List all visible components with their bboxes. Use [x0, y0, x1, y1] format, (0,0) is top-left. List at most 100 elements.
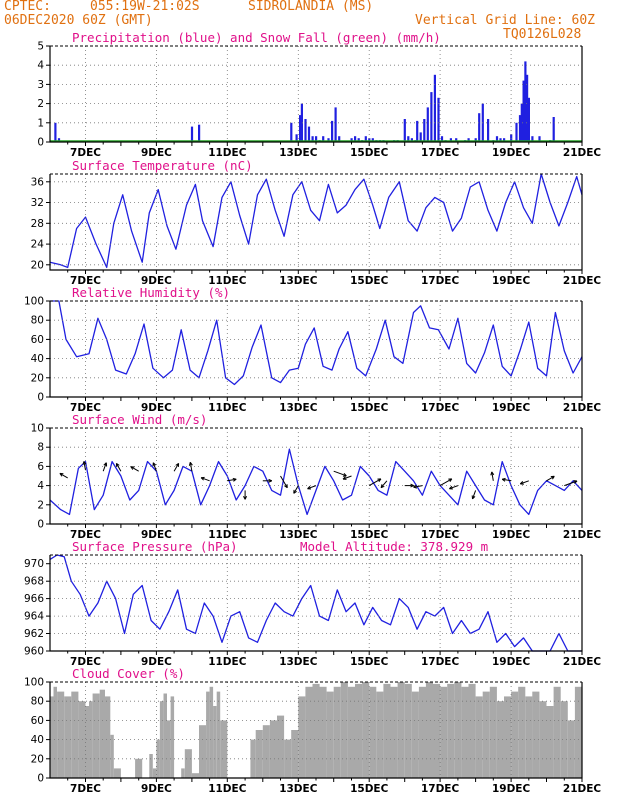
wind-vector [333, 470, 347, 477]
wind-vector [152, 462, 157, 472]
precip-bar [307, 126, 311, 142]
cloud-xtick-label: 15DEC [350, 783, 389, 795]
cloud-bar [64, 696, 72, 778]
wind-vector-head [130, 466, 134, 470]
header-location: SIDROLANDIA (MS) [248, 0, 374, 14]
cloud-bar [191, 773, 199, 778]
temp-ytick-label: 20 [31, 259, 44, 271]
cloud-xtick-label: 17DEC [421, 783, 460, 795]
precip-ytick-label: 5 [37, 41, 44, 53]
cloud-bar [170, 696, 175, 778]
wind-vector [380, 480, 388, 489]
precip-bar [338, 136, 341, 142]
cloud-bar [532, 691, 540, 778]
precip-bar [407, 136, 410, 142]
cloud-bar [78, 701, 86, 778]
wind-xtick-label: 7DEC [70, 529, 101, 541]
cloud-bar [57, 691, 65, 778]
wind-xtick-label: 15DEC [350, 529, 389, 541]
wind-vector [102, 462, 107, 472]
precip-bar [354, 136, 357, 142]
pressure-ytick-label: 960 [24, 646, 44, 658]
cloud-bar [574, 686, 582, 778]
precip-xtick-label: 9DEC [141, 147, 172, 159]
wind-frame [49, 428, 583, 525]
precip-bar [478, 113, 481, 142]
cloud-ytick-label: 60 [31, 715, 44, 727]
cloud-bar [213, 706, 217, 778]
cloud-xtick-label: 19DEC [492, 783, 531, 795]
temp-xtick-label: 13DEC [279, 275, 318, 287]
humidity-ytick-label: 20 [31, 372, 44, 384]
cloud-bar [199, 725, 207, 778]
cloud-bar [397, 682, 405, 778]
humidity-xtick-label: 11DEC [208, 402, 247, 414]
humidity-xtick-label: 17DEC [421, 402, 460, 414]
pressure-xtick-label: 13DEC [279, 656, 318, 668]
precip-bar [520, 103, 523, 142]
wind-vector [307, 485, 317, 490]
wind-vector [472, 490, 477, 500]
wind-vector-head [410, 483, 414, 487]
wind-vector [520, 480, 529, 485]
wind-ytick-label: 4 [37, 480, 44, 492]
header-date: 06DEC2020 60Z (GMT) [4, 13, 153, 28]
pressure-annotation: Model Altitude: 378.929 m [300, 539, 489, 554]
wind-xtick-label: 13DEC [279, 529, 318, 541]
cloud-xtick-label: 11DEC [208, 783, 247, 795]
wind-vector [368, 478, 382, 487]
precip-bar [419, 132, 422, 142]
cloud-bar [369, 686, 377, 778]
humidity-xtick-label: 7DEC [70, 402, 101, 414]
cloud-bar [152, 768, 157, 778]
cloud-bar [496, 701, 504, 778]
cloud-bar [511, 691, 519, 778]
wind-vector-head [59, 473, 63, 477]
wind-ytick-label: 0 [37, 519, 44, 531]
precip-bar [430, 92, 433, 142]
precip-bar [322, 136, 325, 142]
wind-ytick-label: 10 [31, 423, 44, 435]
precip-bar [527, 97, 530, 142]
cloud-bar [504, 696, 512, 778]
cloud-bar [298, 696, 306, 778]
precip-bar [524, 61, 527, 142]
cloud-bar [220, 720, 228, 778]
temp-ytick-label: 36 [31, 176, 45, 188]
wind-vector [342, 475, 352, 480]
precip-bar [426, 107, 429, 142]
precip-bar [495, 136, 499, 142]
cloud-bar [262, 725, 270, 778]
wind-vector-head [200, 477, 204, 481]
cloud-bar [489, 686, 497, 778]
cloud-bar [347, 686, 355, 778]
humidity-xtick-label: 15DEC [350, 402, 389, 414]
precip-ytick-label: 3 [37, 79, 44, 91]
wind-vector-head [501, 478, 506, 482]
cloud-bar [447, 683, 455, 778]
cloud-bar [404, 683, 412, 778]
cloud-bar [546, 706, 554, 778]
wind-title: Surface Wind (m/s) [72, 412, 208, 427]
precip-bar [474, 138, 477, 142]
temp-ytick-label: 28 [31, 218, 44, 230]
pressure-ytick-label: 968 [24, 576, 44, 588]
cloud-bar [461, 686, 469, 778]
precip-bar [410, 138, 413, 142]
cloud-bar [312, 683, 320, 778]
wind-vector [115, 463, 122, 472]
pressure-ytick-label: 962 [24, 628, 44, 640]
cloud-bar [305, 686, 313, 778]
wind-vector [502, 478, 512, 482]
cloud-bar [376, 691, 384, 778]
pressure-xtick-label: 9DEC [141, 656, 172, 668]
wind-ytick-label: 6 [37, 461, 44, 473]
wind-vector-head [268, 478, 273, 482]
temp-xtick-label: 7DEC [70, 275, 101, 287]
precip-xtick-label: 15DEC [350, 147, 389, 159]
cloud-bar [482, 691, 490, 778]
temp-xtick-label: 17DEC [421, 275, 460, 287]
humidity-ytick-label: 40 [31, 353, 44, 365]
wind-vector-head [232, 477, 237, 480]
pressure-xtick-label: 19DEC [492, 656, 531, 668]
